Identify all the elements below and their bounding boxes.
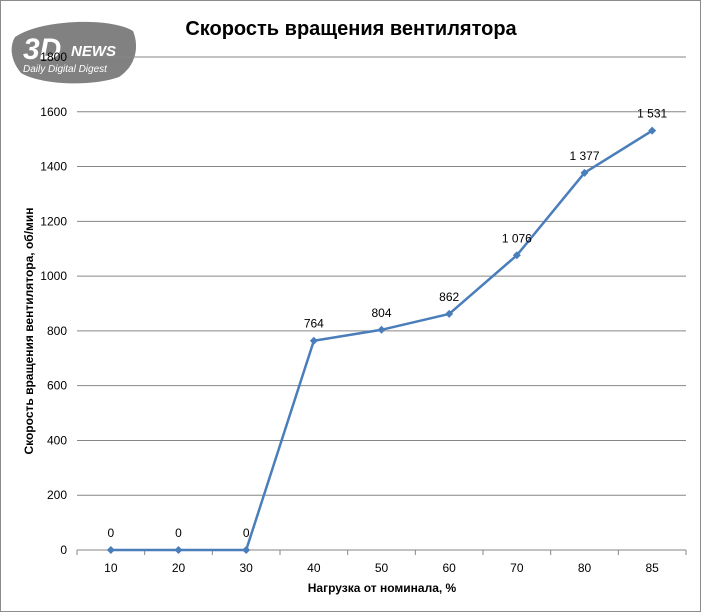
watermark-news-text: NEWS	[71, 43, 116, 60]
y-axis-title: Скорость вращения вентилятора, об/мин	[22, 207, 36, 454]
data-label-5: 862	[439, 290, 459, 304]
watermark-logo: 3D NEWS Daily Digital Digest	[11, 21, 137, 84]
y-tick-label-7: 1400	[40, 160, 67, 174]
y-tick-label-5: 1000	[40, 269, 67, 283]
x-axis-title: Нагрузка от номинала, %	[308, 581, 457, 595]
y-tick-label-0: 0	[60, 543, 67, 557]
data-label-0: 0	[107, 526, 114, 540]
x-tick-label-0: 10	[104, 561, 118, 575]
x-tick-label-4: 50	[375, 561, 389, 575]
y-tick-label-2: 400	[47, 433, 67, 447]
x-tick-label-5: 60	[442, 561, 456, 575]
x-tick-label-6: 70	[510, 561, 524, 575]
x-tick-label-8: 85	[645, 561, 659, 575]
y-tick-label-8: 1600	[40, 105, 67, 119]
series-line	[110, 129, 653, 552]
watermark-brush-shape	[11, 21, 137, 84]
data-label-8: 1 531	[637, 107, 667, 121]
watermark-tagline: Daily Digital Digest	[23, 64, 108, 75]
x-tick-label-1: 20	[172, 561, 186, 575]
x-axis-tick-labels: 10 20 30 40 50 60 70 80 85	[104, 561, 659, 575]
data-point-7	[580, 168, 589, 177]
data-label-1: 0	[175, 526, 182, 540]
data-labels: 0 0 0 764 804 862 1 076 1 377 1 531	[107, 107, 667, 540]
data-point-2	[242, 546, 251, 554]
y-axis-tick-labels: 0 200 400 600 800 1000 1200 1400 1600 1800	[40, 50, 67, 557]
data-point-0	[106, 546, 115, 554]
data-point-1	[174, 546, 183, 554]
y-tick-label-9: 1800	[40, 50, 67, 64]
data-point-6	[512, 251, 521, 260]
data-point-3	[309, 336, 318, 345]
data-point-4	[377, 325, 386, 334]
y-tick-label-3: 600	[47, 379, 67, 393]
data-label-4: 804	[371, 306, 391, 320]
x-tick-label-7: 80	[578, 561, 592, 575]
x-tick-label-3: 40	[307, 561, 321, 575]
x-tick-label-2: 30	[239, 561, 253, 575]
data-label-6: 1 076	[502, 231, 532, 245]
data-label-3: 764	[304, 317, 324, 331]
y-tick-label-6: 1200	[40, 214, 67, 228]
data-point-5	[445, 309, 454, 318]
chart-title: Скорость вращения вентилятора	[185, 18, 517, 40]
data-label-7: 1 377	[569, 149, 599, 163]
y-tick-label-4: 800	[47, 324, 67, 338]
gridlines	[77, 56, 686, 496]
data-point-8	[648, 126, 657, 135]
data-label-2: 0	[243, 526, 250, 540]
data-points	[106, 126, 657, 554]
y-tick-label-1: 200	[47, 488, 67, 502]
watermark-3d-text: 3D	[23, 33, 61, 66]
series-fan-speed	[110, 129, 653, 552]
